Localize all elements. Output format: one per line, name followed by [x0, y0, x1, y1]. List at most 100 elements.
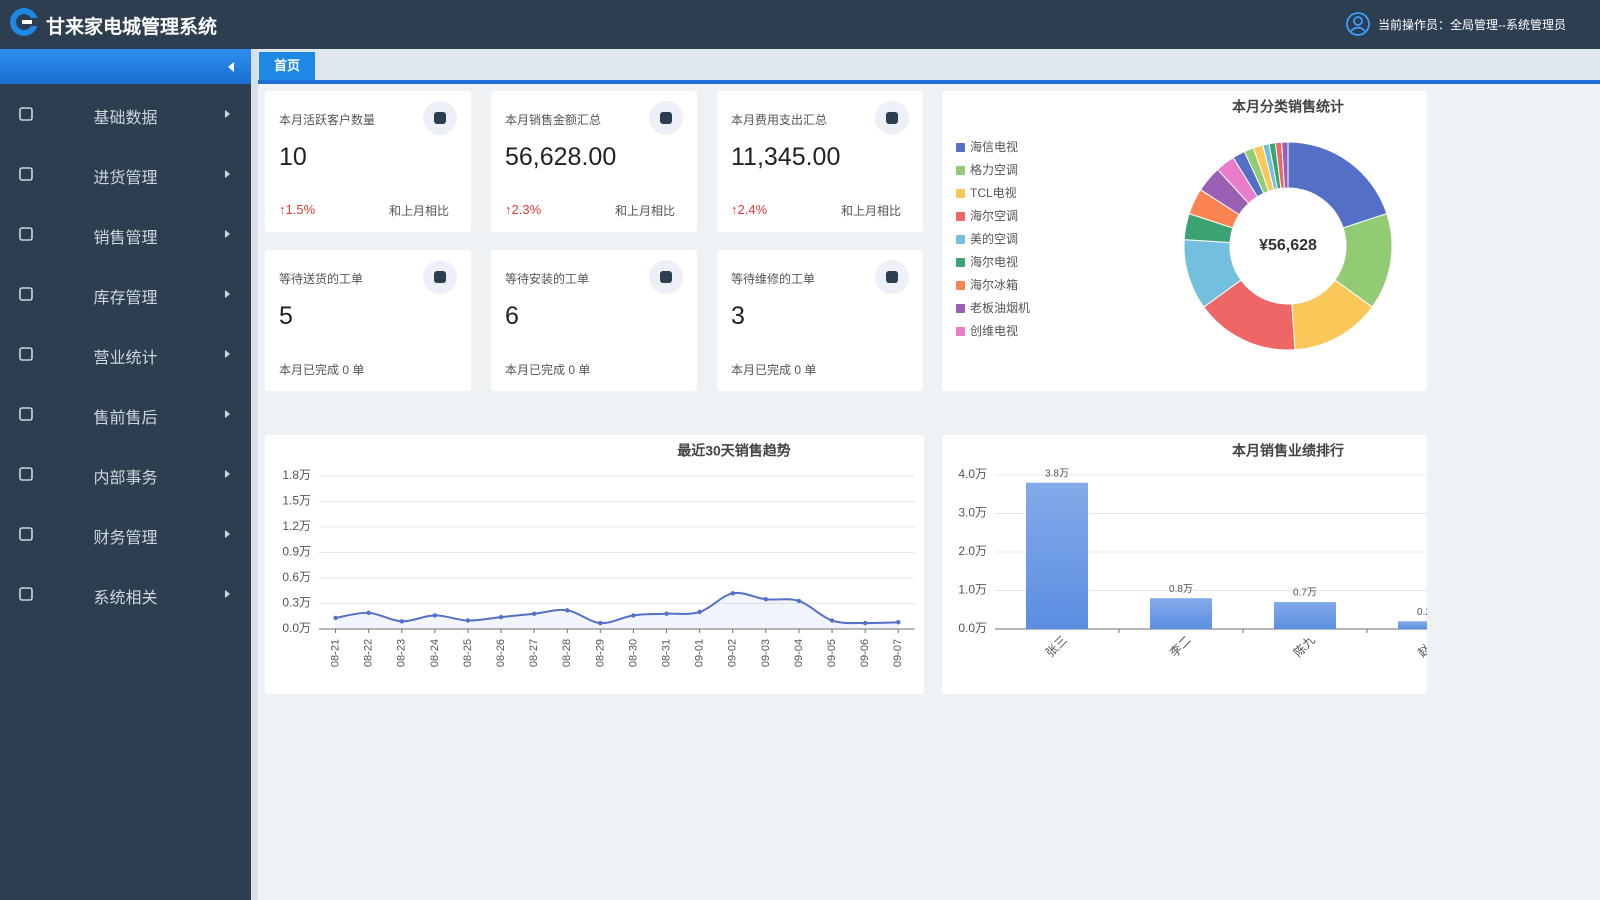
point [531, 611, 537, 616]
card-value: 10 [279, 143, 307, 171]
card-value: 6 [505, 302, 519, 330]
x-tick-label: 08-27 [528, 639, 540, 667]
data-label: 0.2万 [1417, 607, 1427, 618]
legend-label: 老板油烟机 [970, 301, 1030, 315]
x-tick-label: 李二 [1166, 632, 1194, 660]
menu-item[interactable]: 营业统计 [0, 324, 251, 384]
menu-icon [19, 287, 33, 301]
icon-glyph [886, 271, 898, 283]
x-tick-label: 09-06 [859, 639, 871, 667]
operator: 当前操作员：全局管理--系统管理员 [1378, 18, 1566, 32]
x-tick-label: 08-25 [462, 639, 474, 667]
glyph [660, 271, 672, 283]
menu-icon [19, 467, 33, 481]
bar-panel: 本月销售业绩排行 0.0万 1.0万 2.0万 3.0万 4.0万 3.8万 张三 0.8万 李二… [942, 435, 1427, 694]
menu-item[interactable]: 销售管理 [0, 204, 251, 264]
y-tick-label: 1.0万 [958, 583, 987, 597]
legend-label: 创维电视 [970, 323, 1018, 338]
arrow [225, 290, 230, 298]
icon-shape [19, 467, 33, 481]
menu-label: 系统相关 [93, 590, 158, 607]
x-tick-label: 09-07 [892, 639, 904, 667]
menu-item[interactable]: 售前售后 [0, 384, 251, 444]
x-tick-label: 赵七 [1415, 633, 1427, 660]
tab-bar: 首页 [258, 49, 1600, 84]
menu-icon [19, 167, 33, 181]
x-tick-label: 09-04 [793, 639, 805, 667]
card-icon [649, 101, 683, 135]
menu-arrow [225, 530, 230, 538]
stat-card: 本月活跃客户数量 10 ↑1.5% 和上月相比 [265, 91, 471, 232]
line-panel: 最近30天销售趋势 0.0万 0.3万 0.6万 0.9万 1.2万 1.5万 1.8万 08-… [265, 435, 924, 694]
card-value: 3 [731, 302, 745, 330]
legend-label: 格力空调 [970, 162, 1018, 177]
sidebar-toggle[interactable] [0, 49, 251, 84]
card-icon [875, 101, 909, 135]
x-tick-label: 08-28 [561, 639, 573, 667]
card-value: 5 [279, 302, 293, 330]
card-title: 等待维修的工单 [731, 272, 816, 286]
bar [1150, 598, 1212, 629]
data-label: 0.7万 [1293, 588, 1317, 599]
card-title: 等待安装的工单 [505, 272, 590, 286]
menu-arrow [225, 470, 230, 478]
menu-arrow [225, 590, 230, 598]
arrow [225, 530, 230, 538]
arrow [225, 410, 230, 418]
arrow [225, 470, 230, 478]
data-label: 0.8万 [1169, 584, 1193, 595]
y-tick-label: 1.5万 [282, 494, 311, 508]
y-tick-label: 4.0万 [958, 467, 987, 481]
x-tick-label: 08-31 [660, 639, 672, 667]
legend-label: 海尔空调 [970, 208, 1018, 223]
menu-arrow [225, 110, 230, 118]
stat-card: 本月销售金额汇总 56,628.00 ↑2.3% 和上月相比 [491, 91, 697, 232]
icon-shape [19, 347, 33, 361]
icon-shape [19, 167, 33, 181]
point [896, 620, 901, 625]
arrow [225, 590, 230, 598]
menu-item[interactable]: 财务管理 [0, 504, 251, 564]
menu-arrow [225, 230, 230, 238]
icon-shape [19, 587, 33, 601]
icon-glyph [660, 271, 672, 283]
legend-label: 海信电视 [970, 139, 1018, 154]
icon-shape [19, 287, 33, 301]
menu-item[interactable]: 内部事务 [0, 444, 251, 504]
icon-glyph [660, 112, 672, 124]
x-tick-label: 08-21 [329, 639, 341, 667]
menu-item[interactable]: 系统相关 [0, 564, 251, 624]
stat-card: 等待维修的工单 3 本月已完成 0 单 [717, 250, 923, 391]
card-footer: 本月已完成 0 单 [505, 363, 591, 377]
point [598, 620, 603, 626]
pie-slice [1287, 141, 1388, 229]
menu-arrow [225, 350, 230, 358]
tab[interactable]: 首页 [259, 52, 315, 80]
card-icon [649, 260, 683, 294]
menu-item[interactable]: 库存管理 [0, 264, 251, 324]
point [829, 618, 835, 623]
menu-label: 销售管理 [93, 230, 158, 247]
x-tick-label: 08-24 [429, 639, 441, 667]
menu-item[interactable]: 进货管理 [0, 144, 251, 204]
logo [10, 8, 38, 36]
glyph [434, 271, 446, 283]
legend-swatch [956, 189, 965, 198]
data-label: 3.8万 [1045, 468, 1069, 479]
stat-card: 等待送货的工单 5 本月已完成 0 单 [265, 250, 471, 391]
glyph [886, 271, 898, 283]
y-tick-label: 1.2万 [282, 519, 311, 533]
chart-title: 最近30天销售趋势 [677, 443, 791, 459]
line-chart: 最近30天销售趋势 0.0万 0.3万 0.6万 0.9万 1.2万 1.5万 1.8万 08-… [282, 443, 915, 667]
legend-swatch [956, 235, 965, 244]
menu-item[interactable]: 基础数据 [0, 84, 251, 144]
divider [251, 49, 258, 900]
point [565, 608, 570, 613]
card-title: 本月活跃客户数量 [279, 113, 376, 127]
x-tick-label: 张三 [1043, 633, 1070, 660]
glyph [660, 112, 672, 124]
icon-shape [19, 527, 33, 541]
glyph [886, 112, 898, 124]
card-compare: 和上月相比 [840, 204, 901, 218]
